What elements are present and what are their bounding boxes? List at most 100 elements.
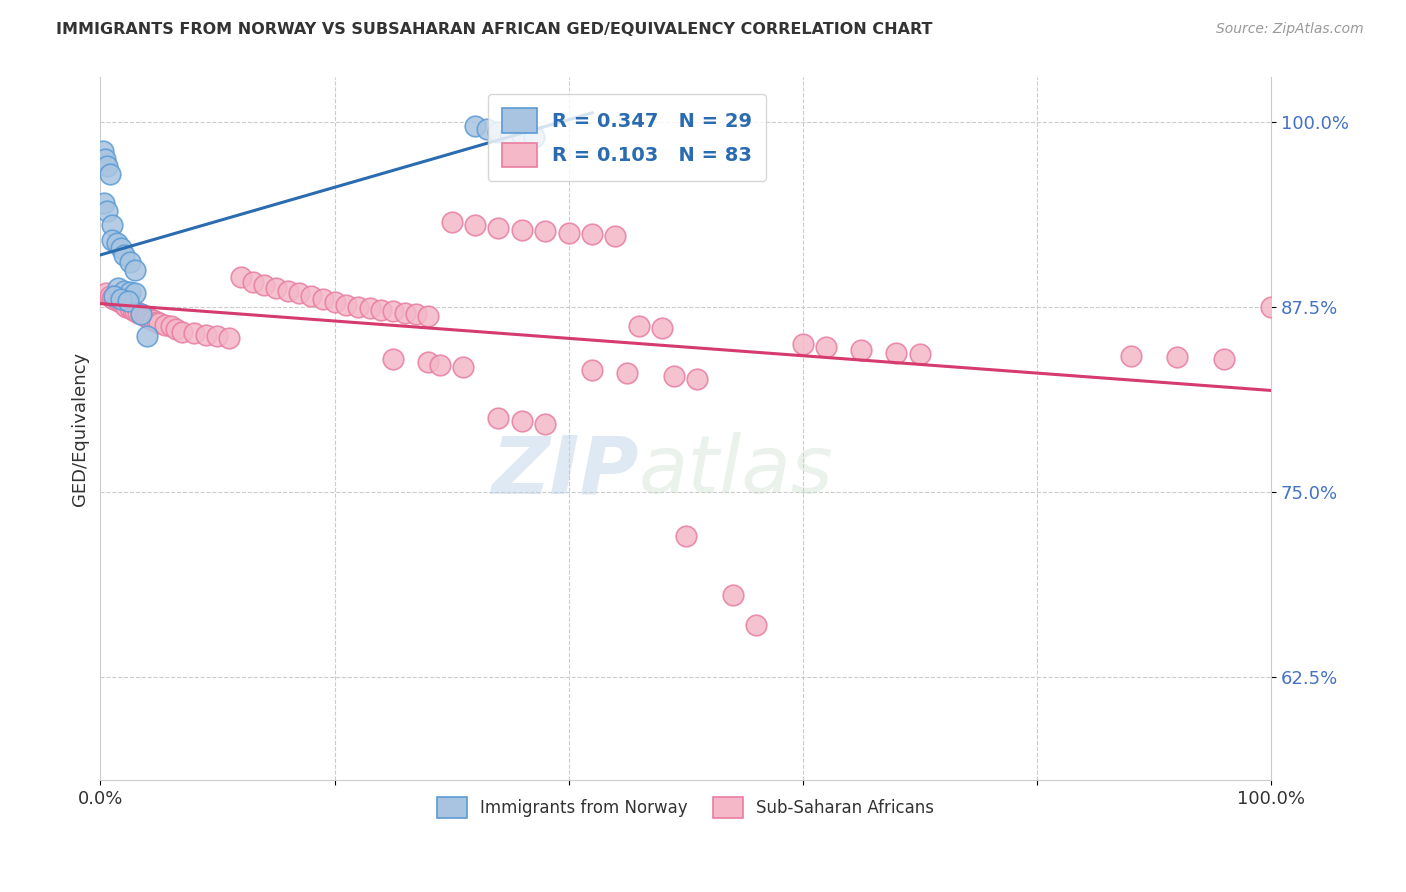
Point: [98, 289, 121, 303]
Point: [118, 301, 141, 316]
Point: [277, 284, 299, 298]
Point: [453, 360, 475, 375]
Point: [1166, 350, 1188, 364]
Point: [91, 145, 114, 159]
Point: [534, 417, 557, 431]
Point: [627, 319, 650, 334]
Point: [218, 331, 240, 345]
Point: [382, 351, 405, 366]
Point: [486, 410, 509, 425]
Point: [510, 414, 533, 428]
Point: [110, 295, 132, 310]
Point: [686, 372, 709, 386]
Point: [418, 354, 440, 368]
Point: [194, 327, 217, 342]
Point: [475, 122, 498, 136]
Y-axis label: GED/Equivalency: GED/Equivalency: [72, 351, 89, 506]
Point: [745, 618, 768, 632]
Point: [118, 255, 141, 269]
Point: [96, 286, 118, 301]
Point: [145, 315, 167, 329]
Point: [110, 293, 132, 307]
Point: [122, 302, 145, 317]
Point: [118, 285, 141, 299]
Point: [242, 275, 264, 289]
Point: [429, 358, 451, 372]
Point: [148, 316, 170, 330]
Point: [124, 304, 146, 318]
Point: [115, 300, 138, 314]
Point: [370, 302, 392, 317]
Point: [510, 128, 533, 143]
Point: [159, 319, 181, 334]
Point: [110, 241, 132, 255]
Point: [299, 289, 322, 303]
Point: [886, 345, 908, 359]
Point: [138, 311, 160, 326]
Point: [264, 280, 287, 294]
Point: [107, 280, 129, 294]
Point: [136, 329, 159, 343]
Point: [96, 159, 118, 173]
Text: ZIP: ZIP: [492, 432, 638, 510]
Point: [486, 221, 509, 235]
Point: [605, 228, 627, 243]
Point: [721, 588, 744, 602]
Point: [112, 298, 135, 312]
Point: [98, 167, 121, 181]
Point: [323, 295, 346, 310]
Point: [382, 304, 405, 318]
Point: [464, 219, 486, 233]
Point: [581, 363, 603, 377]
Point: [107, 293, 129, 308]
Point: [127, 306, 149, 320]
Point: [616, 367, 638, 381]
Point: [124, 286, 146, 301]
Point: [131, 307, 153, 321]
Point: [124, 262, 146, 277]
Point: [418, 309, 440, 323]
Point: [131, 307, 153, 321]
Point: [96, 203, 118, 218]
Point: [464, 120, 486, 134]
Point: [117, 293, 139, 308]
Point: [94, 152, 117, 166]
Point: [394, 306, 416, 320]
Point: [101, 291, 124, 305]
Text: atlas: atlas: [638, 432, 834, 510]
Point: [792, 336, 814, 351]
Point: [153, 318, 176, 332]
Point: [335, 298, 357, 312]
Point: [165, 322, 187, 336]
Point: [229, 270, 252, 285]
Point: [510, 223, 533, 237]
Point: [112, 284, 135, 298]
Point: [405, 307, 427, 321]
Point: [142, 313, 165, 327]
Point: [1119, 349, 1142, 363]
Point: [522, 129, 544, 144]
Point: [815, 340, 838, 354]
Point: [253, 277, 276, 292]
Text: Source: ZipAtlas.com: Source: ZipAtlas.com: [1216, 22, 1364, 37]
Point: [651, 320, 673, 334]
Point: [534, 224, 557, 238]
Point: [662, 369, 685, 384]
Point: [101, 219, 124, 233]
Point: [103, 289, 125, 303]
Legend: Immigrants from Norway, Sub-Saharan Africans: Immigrants from Norway, Sub-Saharan Afri…: [430, 790, 941, 825]
Point: [312, 293, 335, 307]
Point: [359, 301, 381, 316]
Point: [112, 248, 135, 262]
Point: [440, 215, 463, 229]
Point: [207, 329, 229, 343]
Point: [557, 226, 579, 240]
Point: [103, 293, 125, 307]
Point: [93, 196, 115, 211]
Point: [183, 326, 205, 341]
Point: [1213, 351, 1236, 366]
Point: [581, 227, 603, 242]
Text: IMMIGRANTS FROM NORWAY VS SUBSAHARAN AFRICAN GED/EQUIVALENCY CORRELATION CHART: IMMIGRANTS FROM NORWAY VS SUBSAHARAN AFR…: [56, 22, 932, 37]
Point: [499, 127, 522, 141]
Point: [134, 309, 156, 323]
